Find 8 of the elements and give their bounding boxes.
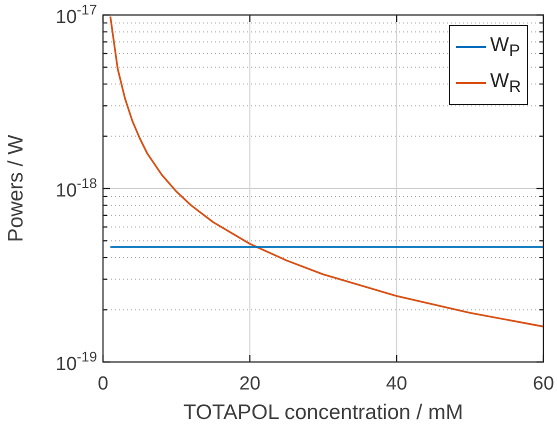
legend-label: W$_{P}$ [490, 34, 520, 60]
x-tick-label: 20 [239, 374, 260, 395]
y-axis-title: Powers / W [4, 134, 28, 242]
x-axis-title: TOTAPOL concentration / mM [183, 401, 464, 424]
x-tick-label: 0 [98, 374, 108, 395]
legend-label: W$_{R}$ [490, 70, 521, 96]
x-tick-label: 40 [386, 374, 408, 395]
x-tick-label: 60 [532, 374, 554, 395]
